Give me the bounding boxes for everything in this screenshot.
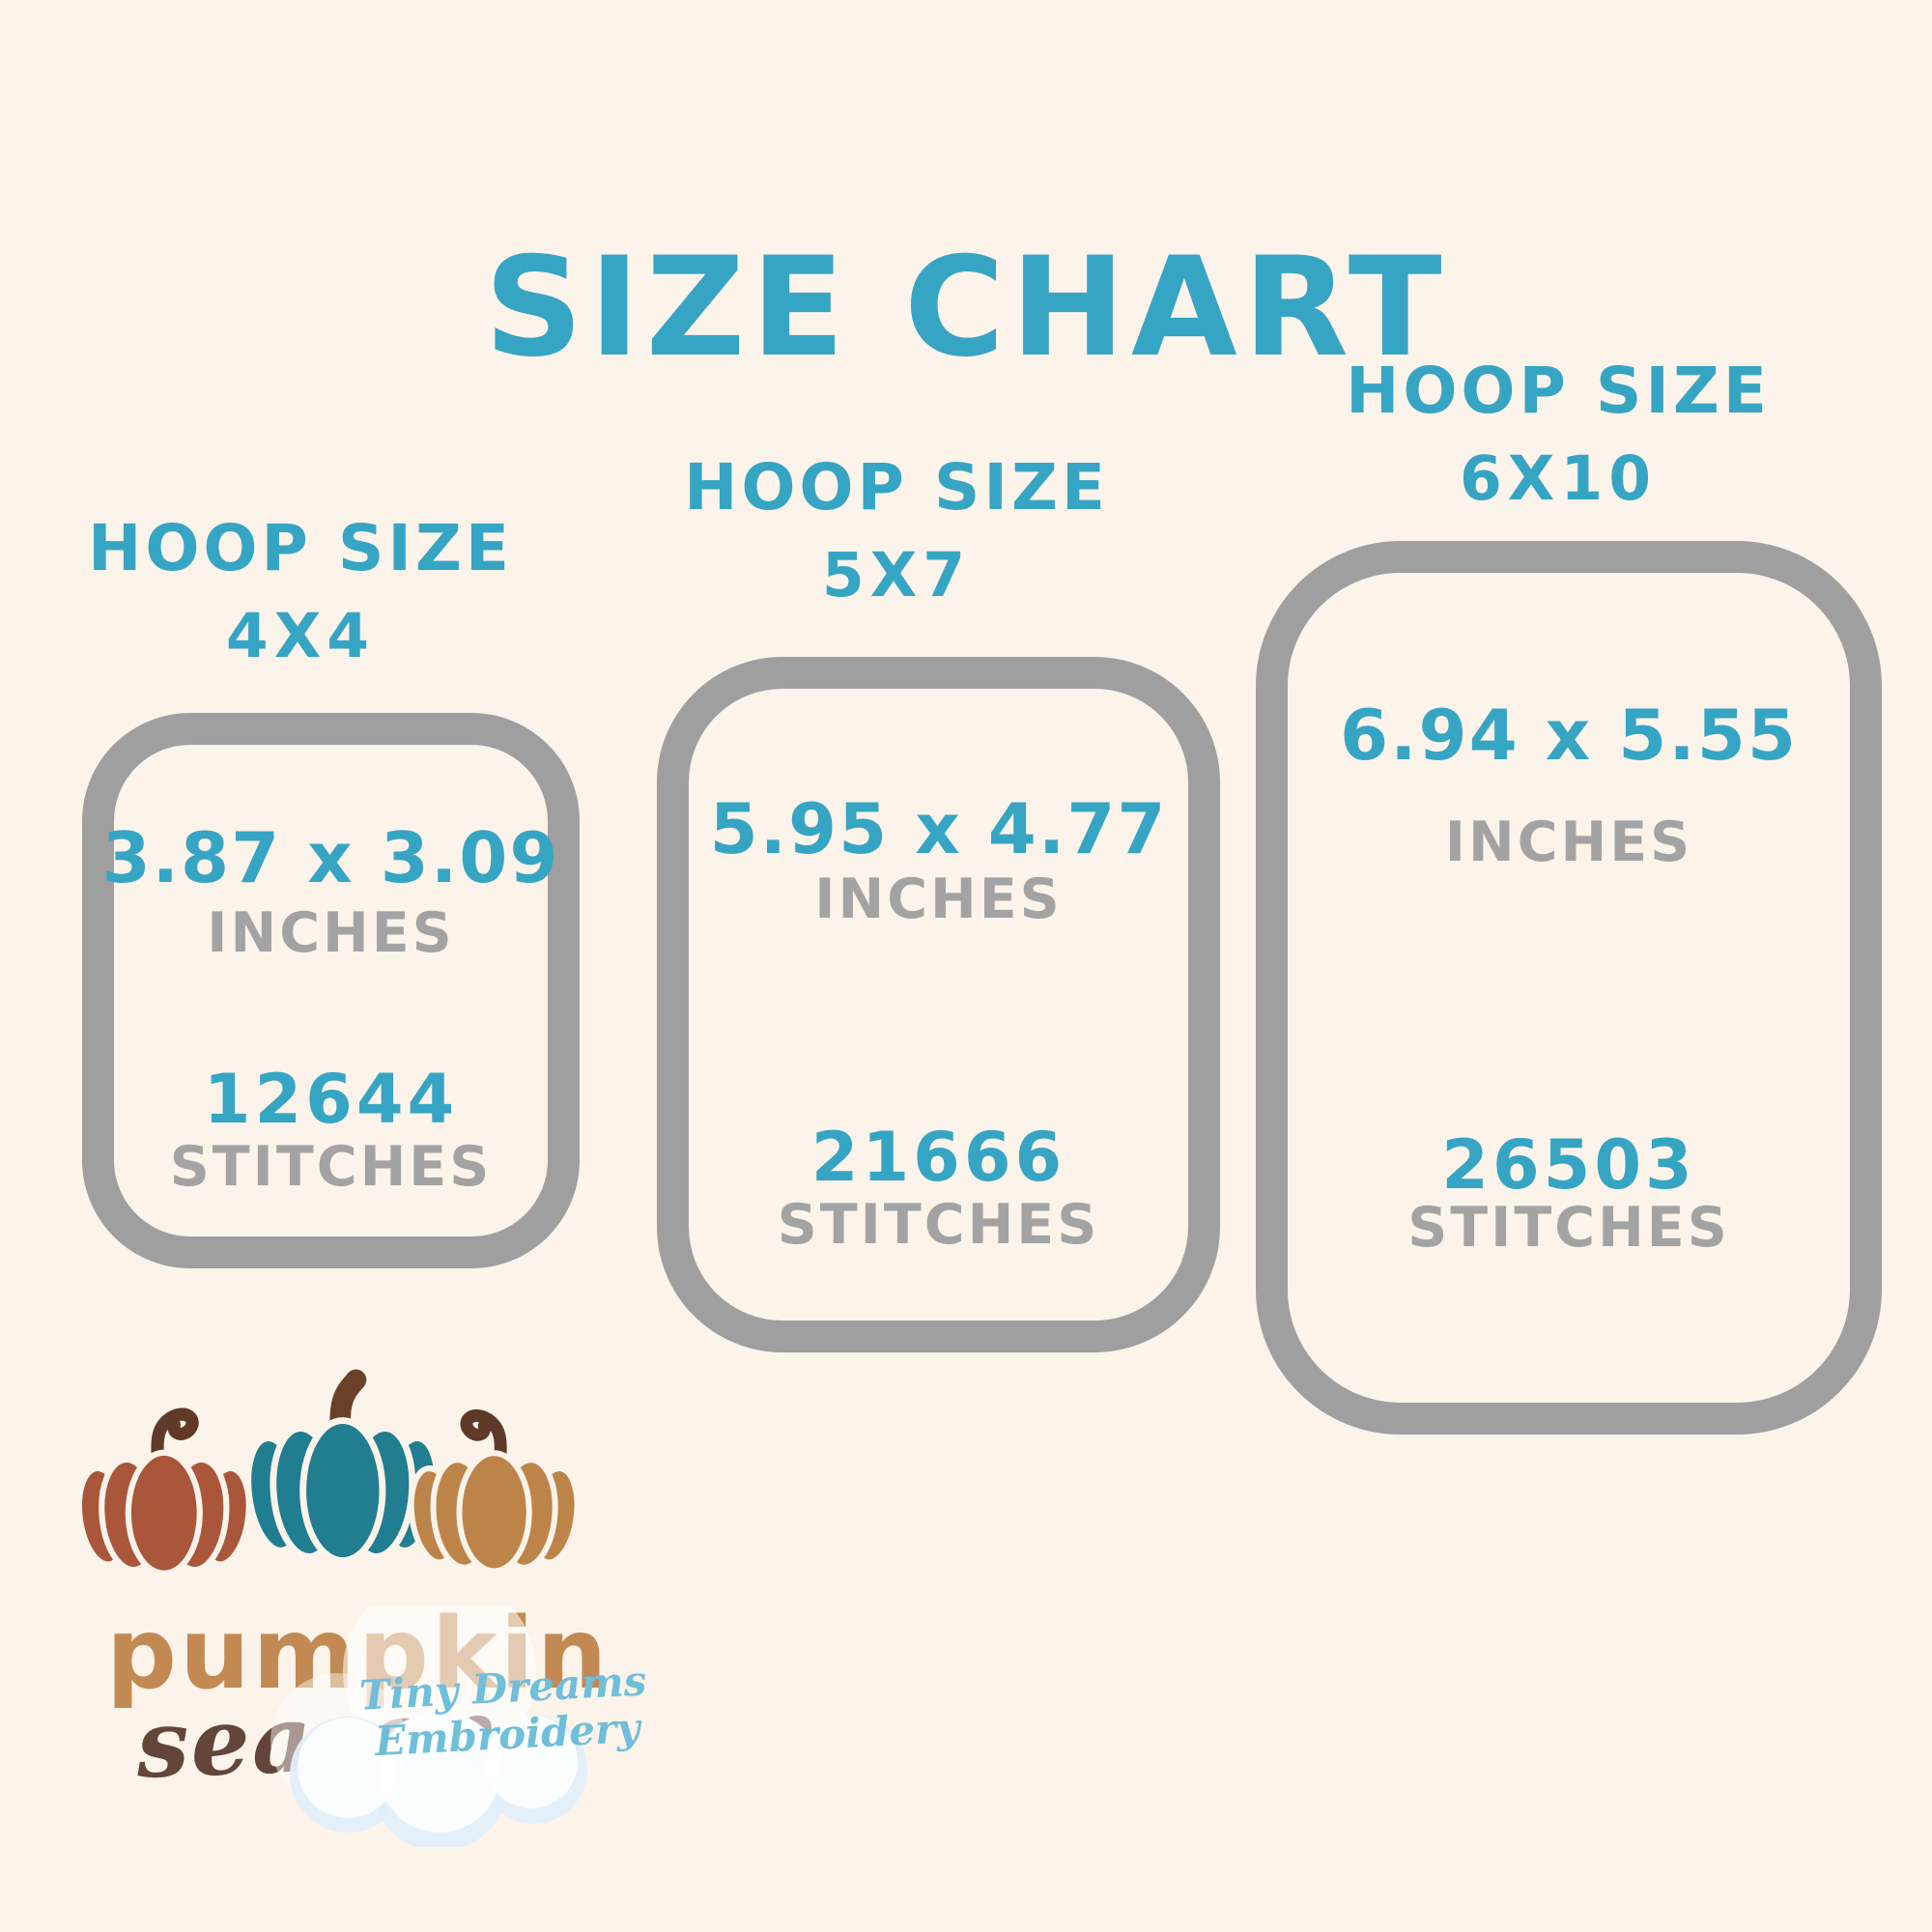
stitch-count: 21666 (810, 1118, 1066, 1197)
hoop-size-text: HOOP SIZE (1346, 354, 1771, 428)
hoop-box-4x4: 3.87 x 3.09 INCHES 12644 STITCHES (82, 713, 580, 1268)
hoop-box-6x10: 6.94 x 5.55 INCHES 26503 STITCHES (1256, 541, 1882, 1435)
hoop-size-text: HOOP SIZE (684, 450, 1109, 525)
hoop-label-5x7: HOOP SIZE 5X7 (597, 450, 1196, 611)
pumpkin-left-icon (75, 1407, 252, 1577)
watermark-text-line2: Embroidery (373, 1703, 641, 1766)
pumpkins-graphic (75, 1369, 581, 1577)
dimensions-value: 3.87 x 3.09 (101, 817, 560, 898)
hoop-label-4x4: HOOP SIZE 4X4 (1, 511, 600, 671)
stitches-label: STITCHES (169, 1135, 493, 1199)
hoop-box-5x7: 5.95 x 4.77 INCHES 21666 STITCHES (657, 657, 1220, 1352)
inches-label: INCHES (207, 901, 455, 965)
hoop-label-6x10: HOOP SIZE 6X10 (1259, 354, 1858, 514)
page-title: SIZE CHART (484, 228, 1448, 387)
stitch-count: 12644 (203, 1060, 459, 1139)
hoop-size-value: 5X7 (821, 540, 972, 611)
watermark-cloud (270, 1605, 587, 1847)
hoop-size-text: HOOP SIZE (88, 511, 513, 585)
stitch-count: 26503 (1441, 1125, 1696, 1205)
hoop-size-value: 6X10 (1459, 443, 1658, 514)
inches-label: INCHES (1444, 810, 1693, 874)
stitches-label: STITCHES (777, 1193, 1100, 1257)
hoop-size-value: 4X4 (225, 601, 376, 671)
inches-label: INCHES (814, 867, 1063, 931)
dimensions-value: 6.94 x 5.55 (1340, 695, 1798, 776)
pumpkin-middle-icon (244, 1369, 441, 1564)
pumpkin-right-icon (408, 1408, 581, 1575)
dimensions-value: 5.95 x 4.77 (709, 788, 1168, 869)
stitches-label: STITCHES (1407, 1196, 1730, 1260)
